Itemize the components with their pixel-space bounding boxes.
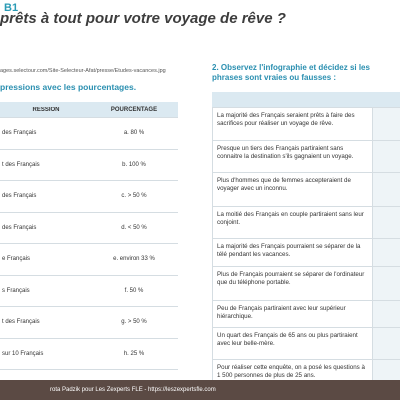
statement: Plus d'hommes que de femmes accepteraien… (212, 173, 372, 206)
statement-row: Plus de Français pourraient se séparer d… (212, 267, 400, 301)
true-false-table: La majorité des Français seraient prêts … (212, 92, 400, 394)
table-row: t des Français g. > 50 % (0, 307, 178, 339)
table-cell: f. 50 % (124, 287, 144, 294)
table-cell: des Français (2, 193, 37, 200)
table-cell: g. > 50 % (121, 319, 147, 326)
statement: Un quart des Français de 65 ans ou plus … (212, 328, 372, 359)
table-cell: t des Français (2, 319, 40, 326)
table-cell: t des Français (2, 161, 40, 168)
instruction: 2. Observez l'infographie et décidez si … (212, 63, 370, 82)
statement-row: La majorité des Français pourraient se s… (212, 239, 400, 267)
answer-cell (372, 141, 400, 172)
table-cell: sur 10 Français (2, 350, 44, 357)
table-header (212, 92, 400, 108)
statement: La majorité des Français seraient prêts … (212, 108, 372, 140)
statement: Pour réaliser cette enquête, on a posé l… (212, 360, 372, 393)
statement-row: Plus d'hommes que de femmes accepteraien… (212, 173, 400, 207)
instruction: pressions avec les pourcentages. (0, 82, 137, 92)
header-cell: RESSION (32, 106, 60, 113)
level: B1 (4, 2, 19, 14)
answer-cell (372, 173, 400, 206)
table-row: s Français f. 50 % (0, 276, 178, 307)
statement-row: La majorité des Français seraient prêts … (212, 108, 400, 141)
table-header: RESSION POURCENTAGE (0, 102, 178, 118)
table-row: des Français c. > 50 % (0, 181, 178, 213)
table-cell: s Français (2, 287, 30, 294)
statement: La majorité des Français pourraient se s… (212, 239, 372, 266)
table-cell: h. 25 % (123, 350, 145, 357)
table-row: e Français e. environ 33 % (0, 244, 178, 276)
answer-cell (372, 267, 400, 300)
statement-row: Peu de Français partiraient avec leur su… (212, 301, 400, 328)
source-url: ages.selectour.com/Site-Selecteur-Afat/p… (0, 68, 166, 74)
answer-cell (372, 328, 400, 359)
statement: Peu de Français partiraient avec leur su… (212, 301, 372, 327)
match-table: RESSION POURCENTAGE des Français a. 80 % t d… (0, 102, 178, 370)
title: prêts à tout pour votre voyage de rêve ? (0, 10, 286, 27)
table-cell: e Français (2, 256, 31, 263)
table-cell: des Français (2, 224, 37, 231)
answer-cell (372, 301, 400, 327)
table-row: sur 10 Français h. 25 % (0, 339, 178, 370)
table-row: des Français a. 80 % (0, 118, 178, 150)
answer-cell (372, 207, 400, 238)
table-cell: b. 100 % (122, 161, 146, 168)
table-row: des Français d. < 50 % (0, 213, 178, 244)
statement-row: Un quart des Français de 65 ans ou plus … (212, 328, 400, 360)
table-cell: des Français (2, 130, 37, 137)
statement-row: Presque un tiers des Français partiraien… (212, 141, 400, 173)
table-cell: c. > 50 % (121, 193, 147, 200)
statement: La moitié des Français en couple partira… (212, 207, 372, 238)
table-row: t des Français b. 100 % (0, 150, 178, 181)
statement: Presque un tiers des Français partiraien… (212, 141, 372, 172)
table-cell: a. 80 % (123, 130, 145, 137)
statement-row: La moitié des Français en couple partira… (212, 207, 400, 239)
footer: rota Padzik pour Les Zexperts FLE - http… (0, 380, 400, 400)
answer-cell (372, 239, 400, 266)
answer-cell (372, 108, 400, 140)
table-cell: d. < 50 % (121, 224, 147, 231)
table-cell: e. environ 33 % (113, 256, 155, 263)
header-cell: POURCENTAGE (110, 106, 158, 113)
statement: Plus de Français pourraient se séparer d… (212, 267, 372, 300)
